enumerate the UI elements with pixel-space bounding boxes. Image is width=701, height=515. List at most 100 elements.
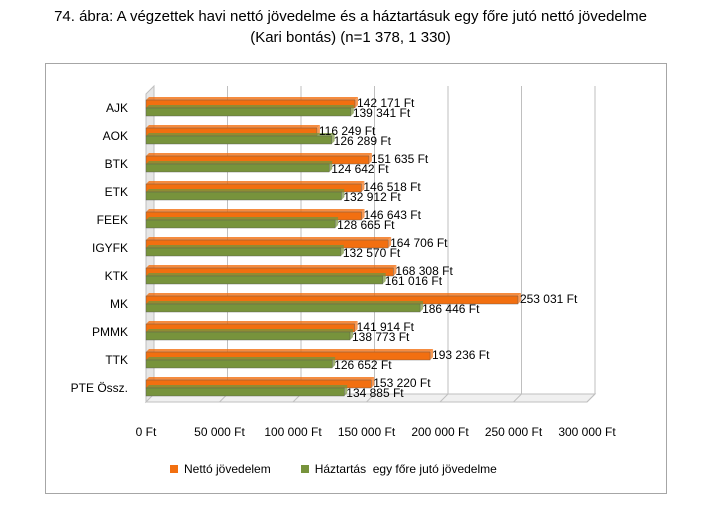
- x-tick-label: 200 000 Ft: [411, 425, 469, 439]
- bar-haztartas-front: [145, 219, 336, 229]
- bar-haztartas: [145, 357, 336, 369]
- bar-haztartas-top: [146, 329, 353, 332]
- bar-netto-side: [368, 153, 372, 164]
- bar-haztartas-side: [349, 329, 353, 340]
- category-label: KTK: [105, 269, 128, 283]
- bar-haztartas-front: [145, 331, 351, 341]
- bar-haztartas-front: [145, 387, 345, 397]
- bar-haztartas-top: [146, 245, 344, 248]
- data-label-netto: 142 171 Ft: [357, 96, 415, 110]
- bar-netto: [145, 181, 365, 193]
- data-label-netto: 141 914 Ft: [357, 320, 415, 334]
- bar-haztartas-front: [145, 275, 383, 285]
- gridline-diagonal: [513, 393, 522, 403]
- bar-haztartas-top: [146, 133, 335, 136]
- bar-netto-top: [146, 209, 365, 212]
- bar-netto-top: [146, 321, 358, 324]
- bar-haztartas-front: [145, 135, 332, 145]
- bar-netto-top: [146, 97, 358, 100]
- data-label-netto: 164 706 Ft: [390, 236, 448, 250]
- bar-haztartas-top: [146, 161, 333, 164]
- legend-label-haztartas: Háztartás egy főre jutó jövedelme: [314, 462, 497, 476]
- bar-haztartas: [145, 245, 344, 257]
- bar-haztartas-side: [335, 217, 339, 228]
- category-label: TTK: [105, 353, 128, 367]
- bar-netto-side: [430, 349, 434, 360]
- bar-haztartas: [145, 105, 354, 117]
- bar-netto-side: [517, 293, 521, 304]
- bar-haztartas-front: [145, 247, 342, 257]
- x-tick-label: 250 000 Ft: [485, 425, 543, 439]
- x-tick-label: 150 000 Ft: [338, 425, 396, 439]
- bar-netto-side: [393, 265, 397, 276]
- bar-netto-top: [146, 349, 434, 352]
- bar-netto-top: [146, 125, 320, 128]
- bar-haztartas-top: [146, 217, 339, 220]
- legend-swatch-netto: [170, 465, 178, 473]
- legend: Nettó jövedelem Háztartás egy főre jutó …: [170, 462, 497, 476]
- legend-item-haztartas: Háztartás egy főre jutó jövedelme: [300, 462, 497, 476]
- category-label: AOK: [103, 129, 128, 143]
- category-label: MK: [110, 297, 128, 311]
- bar-haztartas-top: [146, 385, 348, 388]
- bar-haztartas-front: [145, 191, 342, 201]
- bar-netto-top: [146, 377, 375, 380]
- bar-haztartas-top: [146, 301, 424, 304]
- bar-haztartas-front: [145, 303, 421, 313]
- bar-haztartas-side: [331, 133, 335, 144]
- bar-haztartas: [145, 329, 353, 341]
- legend-swatch-haztartas: [300, 465, 309, 473]
- x-tick-label: 50 000 Ft: [194, 425, 245, 439]
- bar-netto: [145, 97, 358, 109]
- category-label: AJK: [106, 101, 128, 115]
- data-label-haztartas: 161 016 Ft: [385, 274, 443, 288]
- data-label-haztartas: 139 341 Ft: [353, 106, 411, 120]
- bar-haztartas-side: [420, 301, 424, 312]
- bar-netto-side: [371, 377, 375, 388]
- bar-netto-side: [354, 321, 358, 332]
- data-label-haztartas: 132 570 Ft: [343, 246, 401, 260]
- x-tick-label: 100 000 Ft: [264, 425, 322, 439]
- data-label-haztartas: 126 289 Ft: [334, 134, 392, 148]
- category-label: IGYFK: [92, 241, 128, 255]
- bar-netto-top: [146, 293, 521, 296]
- data-label-haztartas: 128 665 Ft: [337, 218, 395, 232]
- data-label-netto: 146 518 Ft: [363, 180, 421, 194]
- bar-netto-side: [388, 237, 392, 248]
- x-tick-label: 0 Ft: [136, 425, 157, 439]
- x-tick-label: 300 000 Ft: [558, 425, 616, 439]
- gridline-diagonal: [586, 393, 596, 403]
- data-label-netto: 193 236 Ft: [432, 348, 490, 362]
- category-label: BTK: [105, 157, 128, 171]
- chart-title-line2: (Kari bontás) (n=1 378, 1 330): [250, 29, 451, 46]
- bar-haztartas-side: [382, 273, 386, 284]
- bar-haztartas-front: [145, 107, 352, 117]
- category-label: ETK: [105, 185, 128, 199]
- legend-item-netto: Nettó jövedelem: [170, 462, 271, 476]
- bar-netto-side: [354, 97, 358, 108]
- bar-haztartas: [145, 161, 333, 173]
- data-label-haztartas: 186 446 Ft: [422, 302, 480, 316]
- data-label-haztartas: 138 773 Ft: [352, 330, 410, 344]
- bar-haztartas-front: [145, 163, 330, 173]
- data-label-netto: 146 643 Ft: [364, 208, 422, 222]
- chart-title: 74. ábra: A végzettek havi nettó jövedel…: [0, 6, 701, 48]
- bar-haztartas: [145, 385, 348, 397]
- bar-haztartas-side: [350, 105, 354, 116]
- bar-netto-top: [146, 265, 397, 268]
- chart-title-line1: 74. ábra: A végzettek havi nettó jövedel…: [54, 8, 647, 25]
- legend-label-netto: Nettó jövedelem: [184, 462, 271, 476]
- bar-haztartas-side: [332, 357, 336, 368]
- bar-haztartas-side: [341, 189, 345, 200]
- data-label-haztartas: 134 885 Ft: [346, 386, 404, 400]
- data-label-netto: 151 635 Ft: [371, 152, 429, 166]
- bar-haztartas: [145, 301, 424, 313]
- gridline-diagonal: [439, 393, 449, 403]
- bar-haztartas: [145, 217, 339, 229]
- bar-haztartas: [145, 189, 345, 201]
- bar-haztartas-top: [146, 357, 336, 360]
- bar-haztartas-front: [145, 359, 333, 369]
- category-label: FEEK: [97, 213, 128, 227]
- bar-haztartas-top: [146, 189, 345, 192]
